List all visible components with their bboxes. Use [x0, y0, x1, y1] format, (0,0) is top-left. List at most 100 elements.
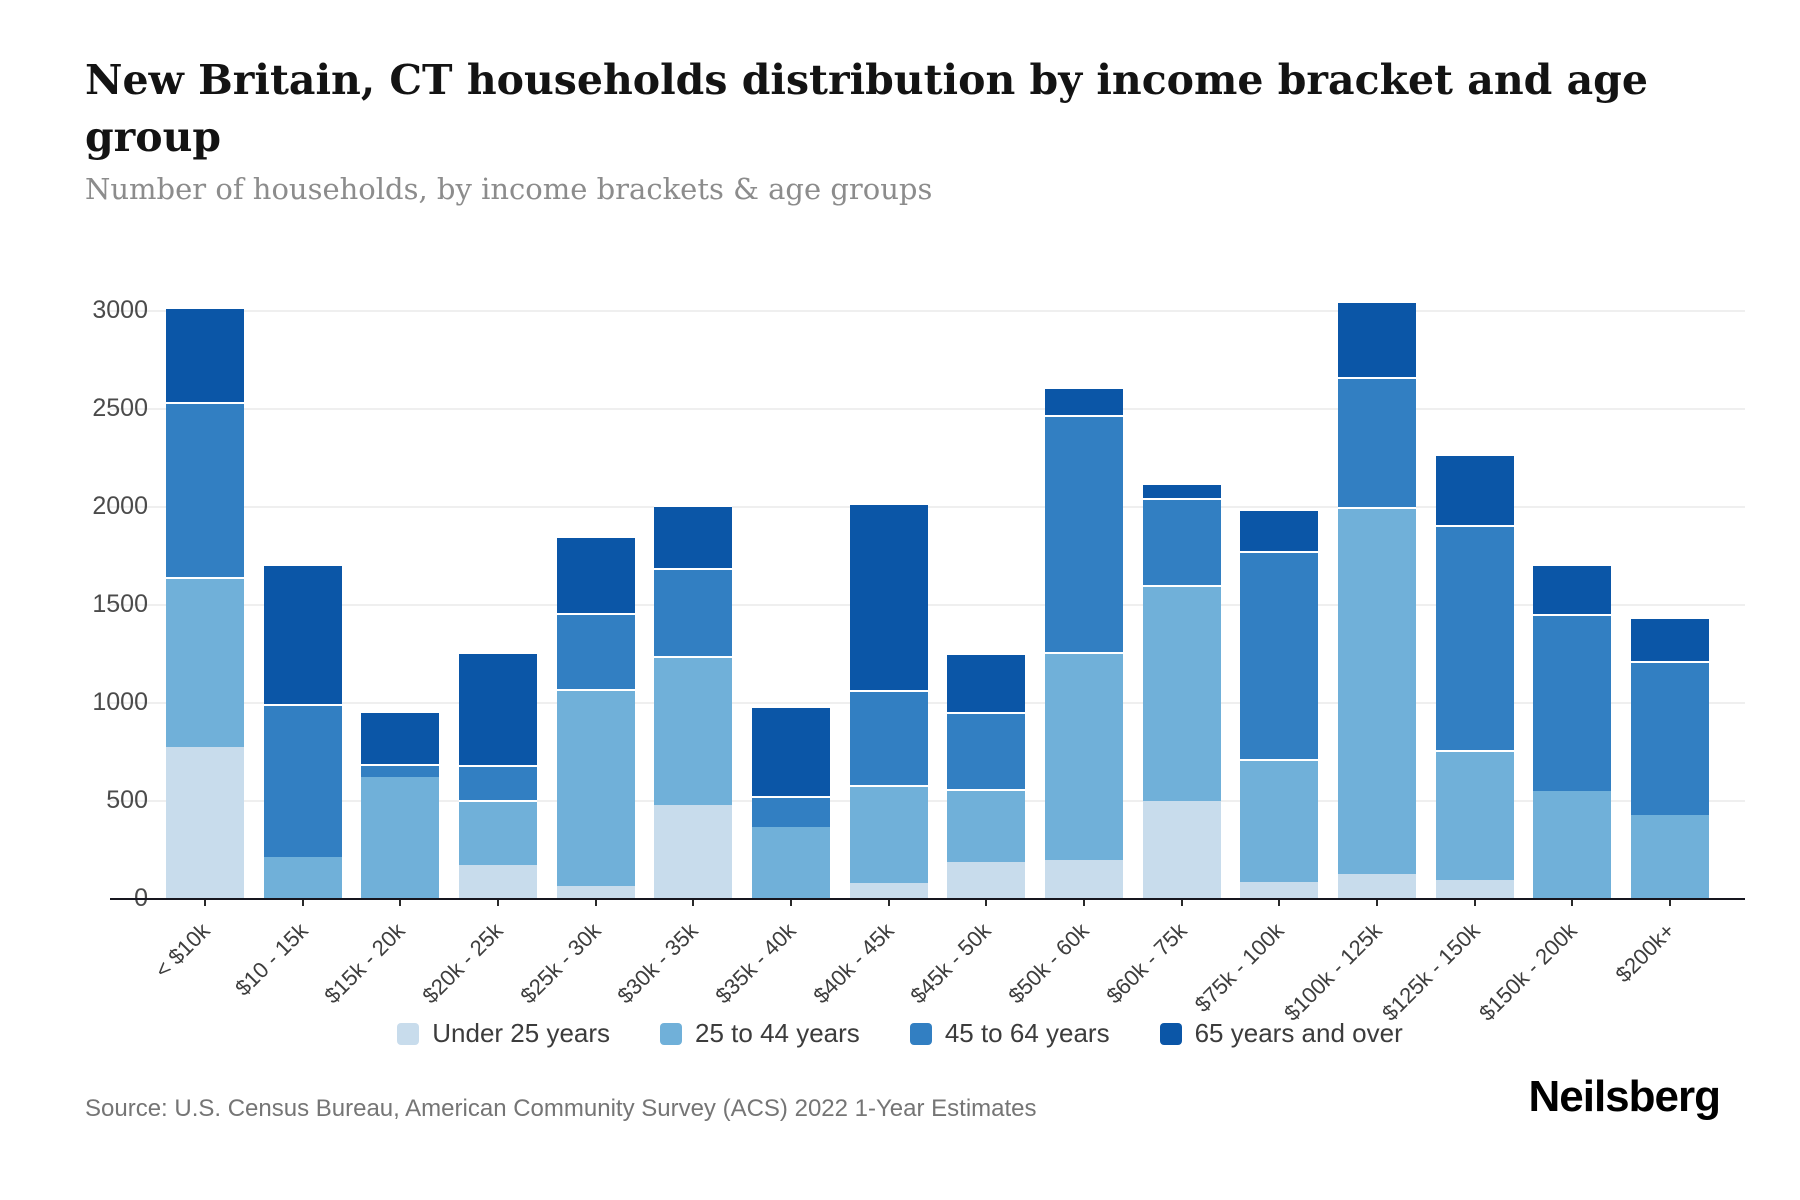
- bar-segment: [654, 505, 733, 568]
- bar-segment: [947, 653, 1026, 712]
- bar-segment: [947, 861, 1026, 899]
- legend-swatch: [397, 1022, 420, 1045]
- bar-segment: [1142, 801, 1221, 899]
- bar-segment: [166, 307, 244, 403]
- x-axis-tick: [692, 899, 695, 906]
- bar-segment: [849, 690, 928, 786]
- bar-segment: [752, 827, 830, 899]
- bar-segment: [556, 612, 635, 690]
- bar-segment: [752, 796, 830, 828]
- bar-segment: [556, 536, 635, 613]
- x-axis-tick: [301, 899, 304, 906]
- bar-segment: [1045, 859, 1123, 899]
- x-axis-tick: [594, 899, 597, 906]
- bar-segment: [166, 747, 244, 899]
- x-axis-tick: [204, 899, 206, 906]
- legend-label: 25 to 44 years: [695, 1018, 860, 1048]
- bar-segment: [849, 883, 928, 899]
- bar-segment: [361, 777, 440, 899]
- bar-segment: [1338, 376, 1416, 507]
- bar-segment: [1338, 507, 1416, 874]
- bar-segment: [752, 705, 830, 797]
- bar-segment: [654, 804, 733, 899]
- bar-segment: [556, 689, 635, 887]
- bar-segment: [166, 576, 244, 748]
- bar-segment: [849, 785, 928, 884]
- bar-segment: [1240, 551, 1319, 759]
- legend-swatch: [909, 1022, 932, 1045]
- bar-segment: [459, 864, 537, 899]
- bar-segment: [459, 764, 537, 800]
- x-axis-tick: [1278, 899, 1281, 906]
- bar-segment: [1631, 814, 1709, 899]
- bar-segment: [1240, 758, 1319, 883]
- x-axis-tick: [887, 899, 890, 906]
- bar-segment: [654, 655, 733, 805]
- bar-segment: [1240, 882, 1319, 899]
- bar-segment: [1435, 880, 1514, 899]
- bar-segment: [1533, 791, 1612, 899]
- legend-label: 65 years and over: [1194, 1018, 1403, 1048]
- x-axis-tick: [1083, 899, 1085, 906]
- x-axis-tick: [1571, 899, 1574, 906]
- bar-segment: [1435, 524, 1514, 751]
- x-axis-baseline: [110, 898, 1745, 900]
- legend-item: 45 to 64 years: [909, 1018, 1110, 1049]
- legend-label: Under 25 years: [432, 1018, 611, 1048]
- x-axis-tick: [1180, 899, 1183, 906]
- y-axis-label: 1500: [92, 590, 148, 618]
- bar-segment: [1142, 585, 1221, 801]
- y-axis-label: 2000: [92, 492, 148, 520]
- y-axis-label: 3000: [92, 296, 148, 324]
- bar-segment: [556, 886, 635, 899]
- gridline: [110, 408, 1745, 410]
- legend-item: Under 25 years: [397, 1018, 610, 1049]
- bar-segment: [849, 503, 928, 691]
- bar-segment: [1142, 498, 1221, 586]
- legend-item: 65 years and over: [1159, 1018, 1403, 1049]
- x-axis-tick: [985, 899, 988, 906]
- bar-segment: [1338, 873, 1416, 899]
- bar-segment: [1435, 454, 1514, 525]
- bar-segment: [459, 800, 537, 865]
- bar-segment: [263, 703, 342, 857]
- bar-segment: [1435, 750, 1514, 881]
- bar-segment: [947, 789, 1026, 862]
- bar-segment: [1533, 613, 1612, 792]
- bar-segment: [1533, 563, 1612, 614]
- bar-segment: [263, 856, 342, 899]
- legend-swatch: [660, 1022, 683, 1045]
- bar-segment: [263, 563, 342, 704]
- neilsberg-logo: Neilsberg: [1528, 1072, 1721, 1121]
- gridline: [110, 310, 1745, 312]
- x-axis-tick: [1669, 899, 1671, 906]
- source-note: Source: U.S. Census Bureau, American Com…: [85, 1095, 1037, 1122]
- legend-item: 25 to 44 years: [660, 1018, 860, 1049]
- bar-segment: [1045, 387, 1123, 415]
- bar-segment: [459, 652, 537, 765]
- x-axis-tick: [1473, 899, 1476, 906]
- bar-segment: [1631, 616, 1709, 661]
- x-axis-tick: [399, 899, 402, 906]
- legend-label: 45 to 64 years: [944, 1018, 1110, 1048]
- bar-segment: [1142, 483, 1221, 499]
- x-axis-tick: [1376, 899, 1378, 906]
- bar-segment: [361, 763, 440, 778]
- y-axis-label: 1000: [92, 688, 148, 716]
- x-axis-tick: [790, 899, 792, 906]
- y-axis-label: 2500: [92, 394, 148, 422]
- page-title: New Britain, CT households distribution …: [85, 56, 1648, 161]
- chart-legend: Under 25 years 25 to 44 years 45 to 64 yea…: [0, 1018, 1800, 1049]
- bar-segment: [1240, 508, 1319, 552]
- bar-segment: [1045, 414, 1123, 653]
- y-axis-label: 500: [106, 786, 148, 814]
- bar-segment: [654, 567, 733, 656]
- bar-segment: [166, 402, 244, 577]
- chart-subtitle: Number of households, by income brackets…: [85, 172, 933, 206]
- bar-segment: [1631, 660, 1709, 815]
- bar-segment: [947, 711, 1026, 790]
- bar-segment: [1338, 301, 1416, 377]
- bar-segment: [361, 710, 440, 764]
